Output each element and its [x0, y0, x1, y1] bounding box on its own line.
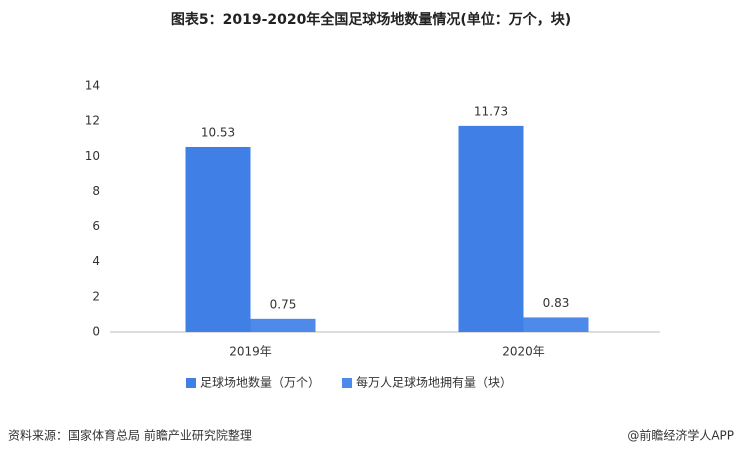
- y-tick-label: 6: [92, 219, 100, 233]
- legend-label: 每万人足球场地拥有量（块）: [356, 375, 512, 390]
- bar: [458, 125, 524, 332]
- credit: @前瞻经济学人APP: [627, 428, 734, 443]
- legend-label: 足球场地数量（万个）: [200, 375, 320, 390]
- y-tick-label: 8: [92, 184, 100, 198]
- y-tick-label: 12: [85, 114, 100, 128]
- data-label: 10.53: [201, 125, 235, 139]
- data-label: 11.73: [474, 104, 508, 118]
- chart-title: 图表5：2019-2020年全国足球场地数量情况(单位：万个，块): [171, 11, 571, 28]
- bar: [523, 317, 589, 332]
- bar: [250, 318, 316, 332]
- data-label: 0.83: [543, 296, 570, 310]
- x-tick-label: 2020年: [502, 345, 545, 359]
- y-tick-label: 2: [92, 289, 100, 303]
- y-tick-label: 0: [92, 325, 100, 339]
- x-tick-label: 2019年: [229, 345, 272, 359]
- y-tick-label: 14: [85, 79, 100, 93]
- y-tick-label: 10: [85, 149, 100, 163]
- data-label: 0.75: [270, 297, 297, 311]
- bar: [185, 146, 251, 332]
- y-tick-label: 4: [92, 254, 100, 268]
- legend-swatch: [342, 378, 352, 388]
- source: 资料来源：国家体育总局 前瞻产业研究院整理: [8, 428, 252, 443]
- legend-swatch: [186, 378, 196, 388]
